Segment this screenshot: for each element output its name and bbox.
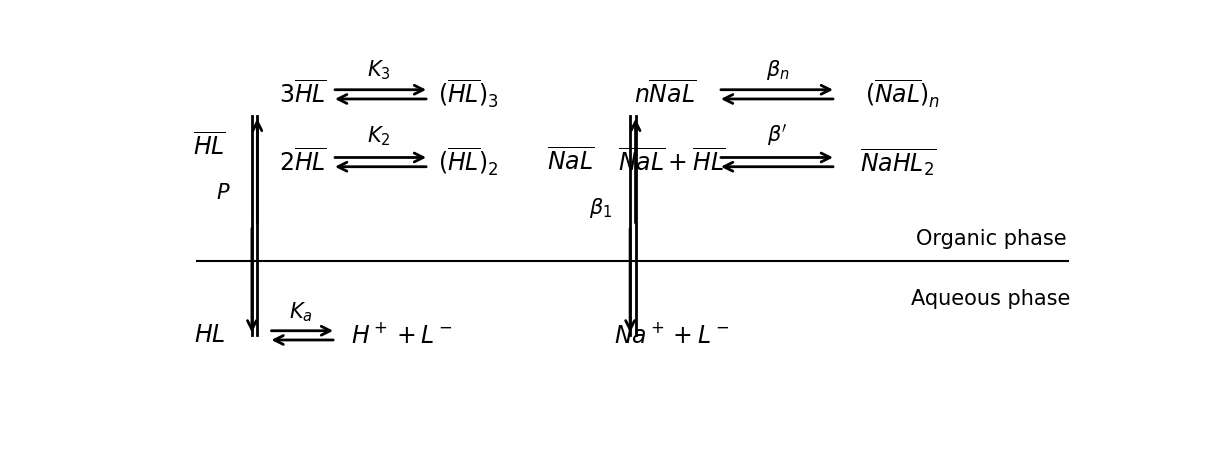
Text: $HL$: $HL$: [194, 323, 225, 347]
Text: $K_2$: $K_2$: [367, 125, 390, 149]
Text: $H^+ + L^-$: $H^+ + L^-$: [351, 323, 453, 348]
Text: $\overline{NaL} + \overline{HL}$: $\overline{NaL} + \overline{HL}$: [618, 148, 725, 176]
Text: $P$: $P$: [217, 183, 231, 203]
Text: $\overline{NaL}$: $\overline{NaL}$: [547, 149, 595, 176]
Text: $\beta'$: $\beta'$: [767, 122, 788, 148]
Text: Aqueous phase: Aqueous phase: [911, 289, 1071, 309]
Text: $\overline{NaHL_2}$: $\overline{NaHL_2}$: [859, 146, 936, 178]
Text: $2\overline{HL}$: $2\overline{HL}$: [278, 148, 326, 176]
Text: $(\overline{NaL})_n$: $(\overline{NaL})_n$: [865, 78, 940, 110]
Text: $(\overline{HL})_3$: $(\overline{HL})_3$: [438, 78, 499, 110]
Text: $(\overline{HL})_2$: $(\overline{HL})_2$: [438, 146, 499, 178]
Text: $\beta_n$: $\beta_n$: [766, 58, 789, 82]
Text: $3\overline{HL}$: $3\overline{HL}$: [278, 80, 326, 108]
Text: $\beta_1$: $\beta_1$: [588, 196, 612, 220]
Text: $n\overline{NaL}$: $n\overline{NaL}$: [634, 80, 697, 108]
Text: $Na^+ + L^-$: $Na^+ + L^-$: [614, 323, 729, 348]
Text: $K_3$: $K_3$: [367, 58, 390, 82]
Text: $\overline{HL}$: $\overline{HL}$: [193, 133, 227, 160]
Text: Organic phase: Organic phase: [916, 229, 1066, 249]
Text: $K_a$: $K_a$: [289, 301, 313, 324]
